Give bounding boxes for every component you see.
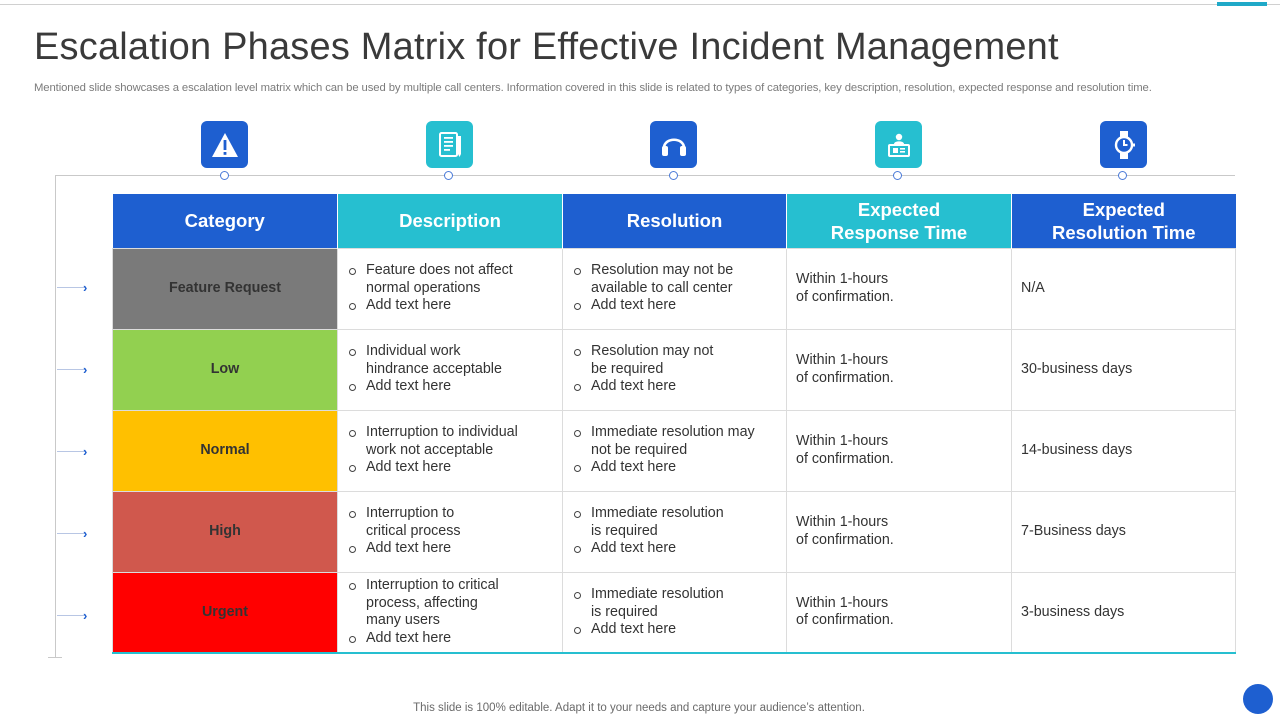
category-cell-feature-request: Feature Request [112, 247, 338, 330]
category-cell-urgent: Urgent [112, 571, 338, 654]
warning-icon [201, 121, 248, 168]
category-cell-high: High [112, 490, 338, 573]
list-item: Add text here [572, 378, 786, 396]
response-time-cell: Within 1-hours of confirmation. [786, 328, 1012, 411]
list-item: Immediate resolution is required [572, 586, 786, 621]
resolution-cell: Immediate resolution is required Add text… [562, 571, 787, 654]
category-cell-low: Low [112, 328, 338, 411]
row-arrow: › [57, 608, 93, 623]
description-cell: Feature does not affect normal operations… [337, 247, 563, 330]
list-item: Interruption to critical process [347, 505, 562, 540]
category-cell-normal: Normal [112, 409, 338, 492]
resolution-cell: Immediate resolution is required Add text… [562, 490, 787, 573]
list-item: Add text here [347, 297, 562, 315]
resolution-cell: Resolution may not be required Add text h… [562, 328, 787, 411]
list-item: Add text here [347, 459, 562, 477]
resolution-time-cell: 30-business days [1011, 328, 1236, 411]
header-response-line-1: Expected [857, 198, 941, 220]
response-time-cell: Within 1-hours of confirmation. [786, 409, 1012, 492]
header-resolution: Resolution [562, 194, 787, 248]
list-item: Immediate resolution is required [572, 505, 786, 540]
description-cell: Interruption to individual work not accep… [337, 409, 563, 492]
header-expected-response-time: Expected Response Time [786, 194, 1012, 248]
row-arrow: › [57, 526, 93, 541]
resolution-time-cell: 14-business days [1011, 409, 1236, 492]
document-icon [426, 121, 473, 168]
resolution-time-cell: 3-business days [1011, 571, 1236, 654]
list-item: Add text here [347, 540, 562, 558]
table-row: Feature Request Feature does not affect n… [112, 247, 1236, 330]
list-item: Add text here [347, 630, 562, 648]
list-item: Immediate resolution may not be required [572, 424, 786, 459]
top-bracket-line [55, 175, 1235, 176]
resolution-time-cell: 7-Business days [1011, 490, 1236, 573]
connector-dot [1118, 171, 1127, 180]
watch-icon [1100, 121, 1147, 168]
list-item: Resolution may not be required [572, 343, 786, 378]
connector-dot [669, 171, 678, 180]
description-cell: Individual work hindrance acceptable Add … [337, 328, 563, 411]
bracket-bottom-tick [48, 657, 62, 658]
list-item: Add text here [572, 540, 786, 558]
page-subtitle: Mentioned slide showcases a escalation l… [34, 82, 1152, 94]
list-item: Add text here [347, 378, 562, 396]
table-row: Normal Interruption to individual work no… [112, 409, 1236, 492]
list-item: Feature does not affect normal operations [347, 262, 562, 297]
response-time-cell: Within 1-hours of confirmation. [786, 571, 1012, 654]
computer-support-icon [875, 121, 922, 168]
row-arrow: › [57, 280, 93, 295]
resolution-time-cell: N/A [1011, 247, 1236, 330]
list-item: Add text here [572, 459, 786, 477]
list-item: Individual work hindrance acceptable [347, 343, 562, 378]
top-accent-bar [1217, 2, 1267, 6]
table-row: Low Individual work hindrance acceptable … [112, 328, 1236, 411]
footer-note: This slide is 100% editable. Adapt it to… [413, 702, 865, 714]
header-description: Description [337, 194, 563, 248]
page-title: Escalation Phases Matrix for Effective I… [34, 26, 1059, 68]
headset-icon [650, 121, 697, 168]
list-item: Add text here [572, 621, 786, 639]
slide-badge-dot [1243, 684, 1273, 714]
response-time-cell: Within 1-hours of confirmation. [786, 247, 1012, 330]
top-divider [0, 4, 1280, 5]
header-category: Category [112, 194, 338, 248]
header-expected-resolution-time: Expected Resolution Time [1011, 194, 1236, 248]
table-row: High Interruption to critical process Add… [112, 490, 1236, 573]
escalation-matrix-table: Category Description Resolution Expected… [112, 194, 1236, 654]
response-time-cell: Within 1-hours of confirmation. [786, 490, 1012, 573]
connector-dot [220, 171, 229, 180]
table-row: Urgent Interruption to critical process, … [112, 571, 1236, 654]
list-item: Add text here [572, 297, 786, 315]
description-cell: Interruption to critical process, affecti… [337, 571, 563, 654]
row-arrow: › [57, 444, 93, 459]
list-item: Resolution may not be available to call c… [572, 262, 786, 297]
header-response-line-2: Response Time [830, 221, 968, 243]
resolution-cell: Resolution may not be available to call c… [562, 247, 787, 330]
table-header-row: Category Description Resolution Expected… [112, 194, 1236, 248]
left-bracket-line [55, 175, 56, 657]
connector-dot [893, 171, 902, 180]
list-item: Interruption to individual work not accep… [347, 424, 562, 459]
header-restime-line-1: Expected [1082, 198, 1165, 220]
header-restime-line-2: Resolution Time [1051, 221, 1196, 243]
connector-dot [444, 171, 453, 180]
list-item: Interruption to critical process, affecti… [347, 577, 562, 630]
resolution-cell: Immediate resolution may not be required … [562, 409, 787, 492]
description-cell: Interruption to critical process Add text… [337, 490, 563, 573]
row-arrow: › [57, 362, 93, 377]
